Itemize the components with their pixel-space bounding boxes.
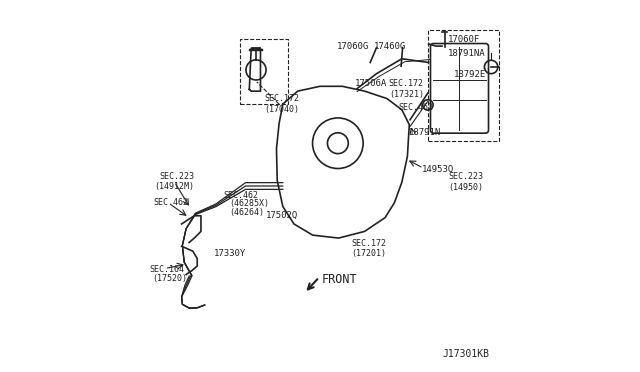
Text: (17201): (17201) <box>351 249 387 258</box>
Text: 18791NA: 18791NA <box>449 49 486 58</box>
Text: SEC.223: SEC.223 <box>159 172 195 181</box>
Text: (46285X): (46285X) <box>229 199 269 208</box>
Text: SEC.462: SEC.462 <box>223 191 259 200</box>
Text: SEC.462: SEC.462 <box>154 198 188 207</box>
Text: (14950): (14950) <box>449 183 483 192</box>
Text: FRONT: FRONT <box>322 273 358 286</box>
Text: 14953Q: 14953Q <box>422 165 454 174</box>
Text: (17321): (17321) <box>389 90 424 99</box>
Text: (46264): (46264) <box>229 208 264 217</box>
Text: 18792E: 18792E <box>454 70 486 79</box>
Text: SEC.172: SEC.172 <box>351 239 387 248</box>
Text: 17502Q: 17502Q <box>266 211 298 220</box>
Text: SEC.172: SEC.172 <box>389 79 424 88</box>
Text: SEC.462: SEC.462 <box>398 103 433 112</box>
Text: J17301KB: J17301KB <box>443 349 490 359</box>
Text: 17060F: 17060F <box>449 35 481 44</box>
Text: SEC.164: SEC.164 <box>150 265 184 274</box>
Text: 17330Y: 17330Y <box>214 249 246 258</box>
Text: 18791N: 18791N <box>410 128 442 137</box>
Text: (17040): (17040) <box>264 105 300 114</box>
Text: 17460G: 17460G <box>374 42 406 51</box>
Text: SEC.172: SEC.172 <box>264 94 300 103</box>
Text: SEC.223: SEC.223 <box>449 172 483 181</box>
Text: 17060G: 17060G <box>337 42 369 51</box>
Text: 17506A: 17506A <box>355 79 388 88</box>
Text: (17520): (17520) <box>152 275 188 283</box>
Text: (14912M): (14912M) <box>154 182 195 190</box>
